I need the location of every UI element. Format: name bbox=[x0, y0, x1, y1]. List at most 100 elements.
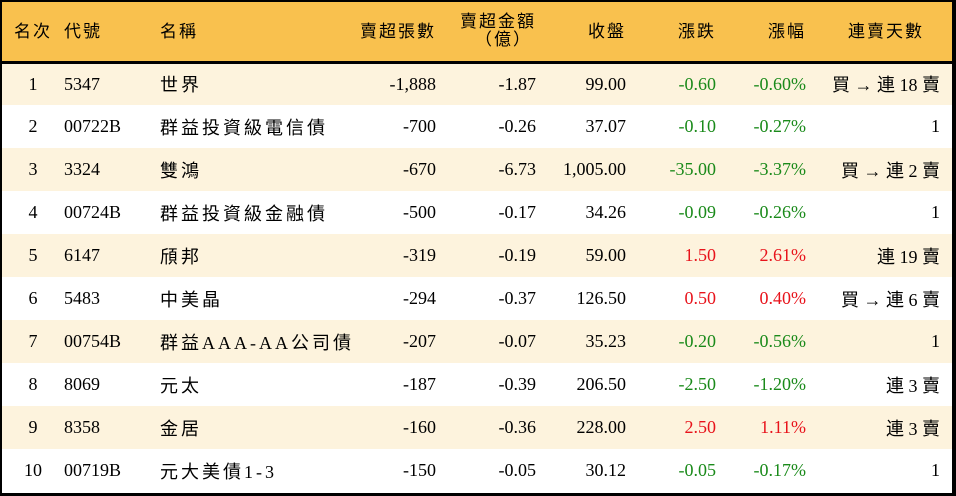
cell-name: 金居 bbox=[160, 418, 202, 439]
cell-rank: 10 bbox=[24, 460, 42, 480]
cell-consecutive-days: 連 3 賣 bbox=[886, 375, 940, 396]
cell-net-sell-amount: -0.17 bbox=[498, 202, 537, 222]
table-row: 8 8069 元太 -187 -0.39 206.50 -2.50 -1.20%… bbox=[2, 363, 952, 406]
table-row: 4 00724B 群益投資級金融債 -500 -0.17 34.26 -0.09… bbox=[2, 191, 952, 234]
cell-close: 34.26 bbox=[585, 202, 627, 222]
cell-code: 00754B bbox=[64, 331, 122, 351]
cell-net-sell-lots: -670 bbox=[403, 159, 436, 179]
cell-rank: 4 bbox=[28, 202, 38, 222]
cell-consecutive-days: 1 bbox=[931, 202, 940, 222]
cell-code: 00719B bbox=[64, 460, 122, 480]
cell-change-pct: -0.60% bbox=[753, 73, 807, 94]
cell-net-sell-lots: -1,888 bbox=[389, 73, 437, 94]
cell-code: 8358 bbox=[64, 417, 100, 437]
cell-close: 228.00 bbox=[576, 417, 627, 437]
cell-change: -0.09 bbox=[678, 202, 717, 222]
cell-consecutive-days: 1 bbox=[931, 116, 940, 136]
cell-change-pct: -0.27% bbox=[753, 116, 807, 136]
cell-name: 元大美債1-3 bbox=[160, 461, 277, 482]
cell-close: 37.07 bbox=[585, 116, 627, 136]
cell-name: 中美晶 bbox=[160, 289, 223, 310]
header-net-sell-amount-line2: （億） bbox=[475, 30, 532, 50]
cell-change-pct: -0.56% bbox=[753, 331, 807, 351]
cell-close: 30.12 bbox=[585, 460, 627, 480]
cell-name: 元太 bbox=[160, 375, 202, 396]
cell-change-pct: -3.37% bbox=[753, 159, 807, 179]
cell-rank: 8 bbox=[28, 374, 38, 394]
header-change-pct: 漲幅 bbox=[768, 21, 806, 41]
cell-net-sell-amount: -0.36 bbox=[498, 417, 537, 437]
cell-net-sell-amount: -0.26 bbox=[498, 116, 537, 136]
header-net-sell-amount: 賣超金額 （億） bbox=[436, 2, 536, 62]
cell-close: 59.00 bbox=[585, 245, 627, 265]
cell-name: 群益投資級金融債 bbox=[160, 203, 328, 224]
cell-net-sell-lots: -319 bbox=[403, 245, 436, 265]
table-row: 9 8358 金居 -160 -0.36 228.00 2.50 1.11% 連… bbox=[2, 406, 952, 449]
header-rank: 名次 bbox=[14, 21, 52, 41]
table-row: 2 00722B 群益投資級電信債 -700 -0.26 37.07 -0.10… bbox=[2, 105, 952, 148]
cell-code: 00722B bbox=[64, 116, 122, 136]
cell-code: 5483 bbox=[64, 288, 100, 308]
cell-consecutive-days: 1 bbox=[931, 331, 940, 351]
cell-consecutive-days: 連 3 賣 bbox=[886, 418, 940, 439]
cell-consecutive-days: 買 → 連 6 賣 bbox=[841, 289, 940, 310]
header-name: 名稱 bbox=[160, 21, 198, 41]
cell-name: 世界 bbox=[160, 75, 202, 96]
header-close: 收盤 bbox=[588, 21, 626, 41]
cell-rank: 2 bbox=[28, 116, 38, 136]
table-row: 10 00719B 元大美債1-3 -150 -0.05 30.12 -0.05… bbox=[2, 449, 952, 492]
cell-net-sell-amount: -0.39 bbox=[498, 374, 537, 394]
cell-name: 群益投資級電信債 bbox=[160, 117, 328, 138]
cell-rank: 1 bbox=[28, 73, 38, 94]
cell-change: -2.50 bbox=[678, 374, 717, 394]
cell-net-sell-lots: -294 bbox=[403, 288, 436, 308]
cell-consecutive-days: 買 → 連 18 賣 bbox=[832, 75, 940, 96]
cell-change: -0.20 bbox=[678, 331, 717, 351]
header-consecutive-days: 連賣天數 bbox=[848, 21, 924, 41]
cell-change: -0.05 bbox=[678, 460, 717, 480]
cell-net-sell-amount: -1.87 bbox=[498, 73, 537, 94]
cell-close: 35.23 bbox=[585, 331, 627, 351]
cell-change-pct: 1.11% bbox=[760, 417, 806, 437]
table-row: 3 3324 雙鴻 -670 -6.73 1,005.00 -35.00 -3.… bbox=[2, 148, 952, 191]
cell-change-pct: -1.20% bbox=[753, 374, 807, 394]
cell-code: 3324 bbox=[64, 159, 100, 179]
table-row: 5 6147 頎邦 -319 -0.19 59.00 1.50 2.61% 連 … bbox=[2, 234, 952, 277]
cell-change: -0.10 bbox=[678, 116, 717, 136]
cell-change-pct: 2.61% bbox=[759, 245, 807, 265]
cell-close: 206.50 bbox=[576, 374, 627, 394]
cell-close: 126.50 bbox=[576, 288, 627, 308]
cell-net-sell-lots: -187 bbox=[403, 374, 436, 394]
cell-code: 8069 bbox=[64, 374, 100, 394]
table-row: 7 00754B 群益AAA-AA公司債 -207 -0.07 35.23 -0… bbox=[2, 320, 952, 363]
cell-change-pct: 0.40% bbox=[759, 288, 807, 308]
cell-change: 2.50 bbox=[684, 417, 717, 437]
table-row: 1 5347 世界 -1,888 -1.87 99.00 -0.60 -0.60… bbox=[2, 62, 952, 105]
header-net-sell-amount-line1: 賣超金額 bbox=[460, 12, 536, 32]
cell-net-sell-lots: -700 bbox=[403, 116, 436, 136]
cell-net-sell-lots: -207 bbox=[403, 331, 436, 351]
cell-rank: 9 bbox=[28, 417, 38, 437]
cell-consecutive-days: 連 19 賣 bbox=[877, 246, 940, 267]
table-header-row: 名次 代號 名稱 賣超張數 賣超金額 （億） 收盤 漲跌 漲幅 連賣天數 bbox=[2, 2, 952, 62]
cell-net-sell-amount: -0.07 bbox=[498, 331, 537, 351]
cell-code: 6147 bbox=[64, 245, 100, 265]
cell-change-pct: -0.17% bbox=[753, 460, 807, 480]
cell-net-sell-amount: -0.37 bbox=[498, 288, 537, 308]
cell-close: 1,005.00 bbox=[563, 159, 626, 179]
cell-rank: 5 bbox=[28, 245, 38, 265]
cell-net-sell-amount: -0.05 bbox=[498, 460, 537, 480]
table-row: 6 5483 中美晶 -294 -0.37 126.50 0.50 0.40% … bbox=[2, 277, 952, 320]
cell-net-sell-amount: -0.19 bbox=[498, 245, 537, 265]
cell-consecutive-days: 買 → 連 2 賣 bbox=[841, 160, 940, 181]
cell-change: -0.60 bbox=[678, 73, 717, 94]
cell-close: 99.00 bbox=[585, 73, 627, 94]
cell-consecutive-days: 1 bbox=[931, 460, 940, 480]
cell-code: 5347 bbox=[64, 73, 100, 94]
cell-name: 雙鴻 bbox=[160, 160, 202, 181]
cell-change: 0.50 bbox=[684, 288, 717, 308]
header-net-sell-lots: 賣超張數 bbox=[360, 21, 436, 41]
cell-name: 頎邦 bbox=[160, 246, 202, 267]
cell-change-pct: -0.26% bbox=[753, 202, 807, 222]
